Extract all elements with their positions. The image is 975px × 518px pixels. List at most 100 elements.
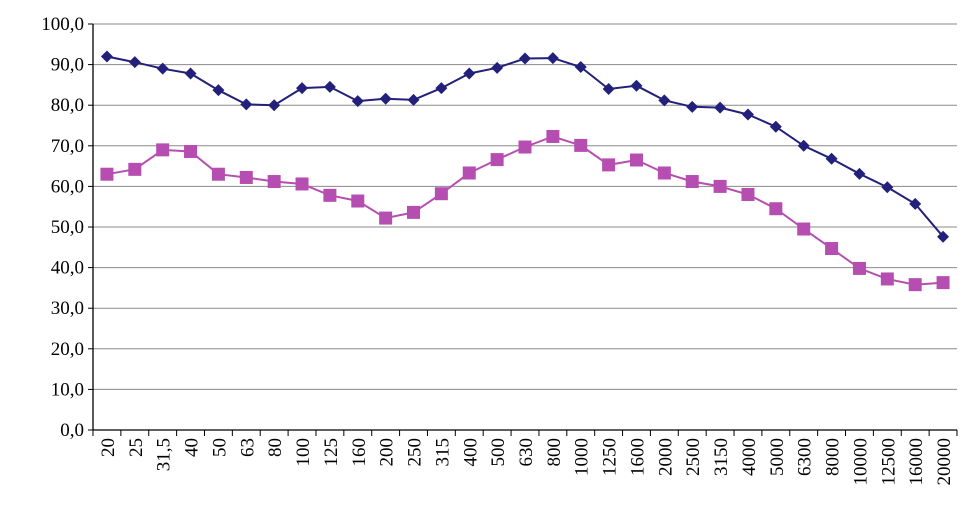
- data-point: [825, 152, 838, 165]
- x-tick-label: 800: [544, 438, 565, 467]
- x-tick-label: 500: [488, 438, 509, 467]
- data-point: [741, 108, 754, 121]
- series: [100, 50, 950, 292]
- data-point: [268, 99, 281, 112]
- data-point: [629, 153, 643, 167]
- y-tick-label: 50,0: [51, 217, 84, 238]
- y-tick-label: 100,0: [41, 14, 84, 35]
- y-tick-label: 30,0: [51, 298, 84, 319]
- data-point: [937, 230, 950, 243]
- x-tick-label: 16000: [906, 438, 927, 486]
- data-point: [519, 52, 531, 65]
- series-line: [106, 135, 944, 286]
- x-tick-label: 400: [460, 438, 481, 467]
- data-point: [100, 167, 114, 181]
- data-point: [685, 175, 699, 189]
- data-point: [797, 222, 811, 236]
- data-point: [658, 94, 671, 107]
- x-tick-label: 12500: [878, 438, 899, 486]
- data-point: [518, 140, 532, 154]
- gridlines: [93, 23, 957, 390]
- x-tick-label: 1600: [627, 438, 648, 476]
- data-point: [769, 202, 783, 216]
- y-tick-label: 60,0: [51, 176, 84, 197]
- data-point: [407, 93, 420, 106]
- x-tick-label: 1000: [572, 438, 593, 476]
- data-point: [184, 144, 198, 158]
- x-tick-label: 6300: [795, 438, 816, 476]
- x-tick-label: 31,5: [154, 438, 175, 471]
- data-point: [741, 188, 755, 202]
- x-tick-label: 25: [126, 438, 147, 457]
- data-point: [491, 61, 504, 74]
- data-point: [379, 211, 393, 225]
- data-point: [379, 92, 392, 105]
- x-tick-label: 160: [349, 438, 370, 467]
- data-point: [490, 153, 504, 167]
- data-point: [769, 120, 782, 133]
- data-point: [602, 158, 616, 172]
- x-tick-label: 10000: [850, 438, 871, 486]
- x-tick-label: 40: [182, 438, 203, 457]
- series-2: [100, 129, 950, 292]
- data-point: [909, 197, 922, 210]
- y-tick-label: 0,0: [60, 420, 84, 441]
- series-1: [100, 50, 950, 243]
- data-point: [156, 143, 170, 157]
- data-point: [546, 52, 559, 65]
- x-tick-label: 100: [293, 438, 314, 467]
- data-point: [323, 188, 337, 202]
- x-tick-label: 200: [377, 438, 398, 467]
- data-point: [239, 170, 253, 184]
- data-point: [240, 98, 253, 111]
- axes: [88, 23, 958, 436]
- data-point: [714, 101, 727, 114]
- x-tick-label: 80: [265, 438, 286, 457]
- data-point: [574, 138, 588, 152]
- y-tick-label: 70,0: [51, 136, 84, 157]
- x-tick-label: 4000: [739, 438, 760, 476]
- x-axis-tick-labels: 20 25 31,5 40 50 63 80 100 125 160 200 250 315 400 500…: [98, 438, 955, 486]
- data-point: [825, 242, 839, 256]
- data-point: [880, 272, 894, 286]
- data-point: [156, 62, 169, 75]
- y-tick-label: 90,0: [51, 55, 84, 76]
- data-point: [435, 82, 448, 95]
- data-point: [407, 205, 421, 219]
- data-point: [853, 167, 866, 180]
- x-tick-label: 50: [209, 438, 230, 457]
- x-tick-label: 2000: [655, 438, 676, 476]
- y-axis-tick-labels: 0,0 10,0 20,0 30,0 40,0 50,0 60,0 70,0 80,0 90,0 1…: [41, 14, 84, 441]
- x-tick-label: 1250: [600, 438, 621, 476]
- x-tick-label: 125: [321, 438, 342, 467]
- x-tick-label: 5000: [767, 438, 788, 476]
- x-tick-label: 630: [516, 438, 537, 467]
- y-tick-label: 80,0: [51, 95, 84, 116]
- data-point: [797, 139, 810, 152]
- data-point: [351, 95, 364, 108]
- x-tick-label: 315: [432, 438, 453, 467]
- data-point: [630, 79, 643, 92]
- x-tick-label: 63: [237, 438, 258, 457]
- data-point: [351, 194, 365, 208]
- x-tick-label: 20: [98, 438, 119, 457]
- data-point: [908, 278, 922, 292]
- data-point: [295, 177, 309, 191]
- data-point: [100, 50, 113, 63]
- data-point: [546, 129, 560, 143]
- x-tick-label: 8000: [823, 438, 844, 476]
- x-tick-label: 2500: [683, 438, 704, 476]
- data-point: [602, 82, 615, 95]
- x-tick-label: 250: [405, 438, 426, 467]
- data-point: [128, 56, 141, 69]
- data-point: [267, 175, 281, 189]
- data-point: [881, 181, 894, 194]
- x-tick-label: 3150: [711, 438, 732, 476]
- x-tick-label: 20000: [934, 438, 955, 486]
- data-point: [212, 84, 225, 97]
- data-point: [296, 82, 309, 95]
- y-tick-label: 20,0: [51, 339, 84, 360]
- data-point: [574, 61, 587, 74]
- data-point: [434, 187, 448, 201]
